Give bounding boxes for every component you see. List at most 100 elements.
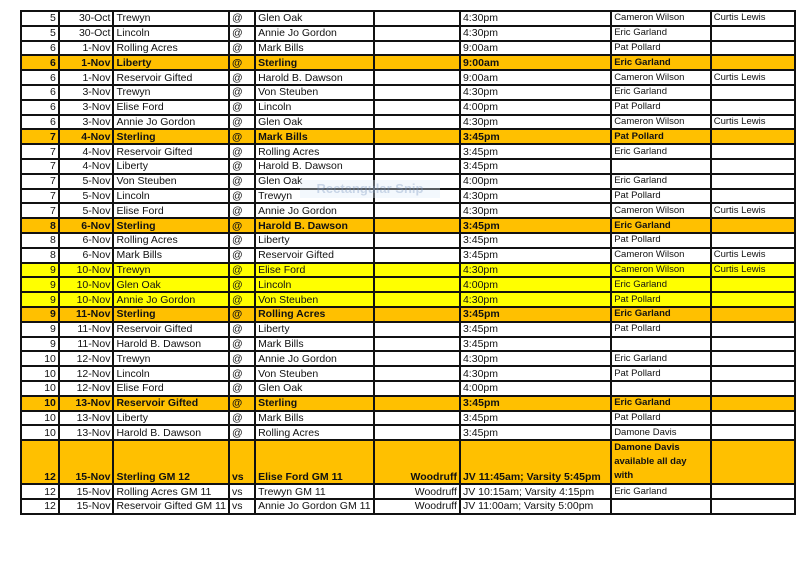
away-team-cell[interactable]: Von Steuben [254, 83, 375, 101]
location-cell[interactable] [372, 320, 461, 338]
date-cell[interactable]: 6-Nov [57, 217, 115, 234]
official-1-cell[interactable]: Eric Garland [610, 217, 712, 234]
date-cell[interactable]: 1-Nov [57, 54, 115, 72]
location-cell[interactable] [372, 261, 461, 279]
official-1-cell[interactable] [610, 497, 712, 515]
date-cell[interactable]: 11-Nov [57, 320, 115, 338]
week-cell[interactable]: 10 [20, 365, 60, 382]
date-cell[interactable]: 5-Nov [57, 172, 115, 190]
versus-cell[interactable]: @ [227, 335, 257, 353]
home-team-cell[interactable]: Liberty [112, 54, 230, 72]
week-cell[interactable]: 8 [20, 246, 60, 264]
week-cell[interactable]: 9 [20, 276, 60, 294]
date-cell[interactable]: 6-Nov [57, 231, 115, 249]
time-cell[interactable]: 4:30pm [458, 291, 613, 308]
location-cell[interactable] [372, 83, 461, 101]
date-cell[interactable]: 13-Nov [57, 424, 115, 442]
time-cell[interactable]: 3:45pm [458, 128, 613, 146]
versus-cell[interactable]: @ [227, 54, 257, 72]
versus-cell[interactable]: @ [227, 202, 257, 220]
home-team-cell[interactable]: Rolling Acres [112, 231, 230, 249]
week-cell[interactable]: 12 [20, 483, 60, 500]
official-2-cell[interactable] [709, 54, 796, 72]
away-team-cell[interactable]: Elise Ford GM 11 [254, 439, 375, 486]
time-cell[interactable]: JV 10:15am; Varsity 4:15pm [458, 483, 613, 500]
versus-cell[interactable]: @ [227, 39, 257, 57]
away-team-cell[interactable]: Liberty [254, 231, 375, 249]
time-cell[interactable]: 4:30pm [458, 10, 613, 27]
official-2-cell[interactable] [709, 379, 796, 397]
time-cell[interactable]: JV 11:45am; Varsity 5:45pm [458, 439, 613, 486]
location-cell[interactable] [372, 365, 461, 382]
week-cell[interactable]: 10 [20, 350, 60, 368]
time-cell[interactable]: 4:30pm [458, 202, 613, 220]
time-cell[interactable]: 4:00pm [458, 98, 613, 116]
week-cell[interactable]: 9 [20, 261, 60, 279]
versus-cell[interactable]: @ [227, 276, 257, 294]
versus-cell[interactable]: @ [227, 157, 257, 175]
location-cell[interactable] [372, 128, 461, 146]
location-cell[interactable] [372, 217, 461, 234]
official-2-cell[interactable]: Curtis Lewis [709, 69, 796, 86]
official-1-cell[interactable]: Eric Garland [610, 394, 712, 412]
location-cell[interactable] [372, 157, 461, 175]
official-1-cell[interactable]: Eric Garland [610, 54, 712, 72]
official-1-cell[interactable]: Damone Davis [610, 424, 712, 442]
date-cell[interactable]: 3-Nov [57, 83, 115, 101]
week-cell[interactable]: 10 [20, 409, 60, 427]
home-team-cell[interactable]: Reservoir Gifted [112, 69, 230, 86]
time-cell[interactable]: 3:45pm [458, 424, 613, 442]
home-team-cell[interactable]: Elise Ford [112, 98, 230, 116]
official-1-cell[interactable]: Eric Garland [610, 172, 712, 190]
date-cell[interactable]: 12-Nov [57, 379, 115, 397]
week-cell[interactable]: 9 [20, 305, 60, 323]
location-cell[interactable] [372, 54, 461, 72]
away-team-cell[interactable]: Glen Oak [254, 10, 375, 27]
official-2-cell[interactable]: Curtis Lewis [709, 10, 796, 27]
official-1-cell[interactable] [610, 157, 712, 175]
week-cell[interactable]: 6 [20, 113, 60, 131]
away-team-cell[interactable]: Lincoln [254, 98, 375, 116]
versus-cell[interactable]: @ [227, 69, 257, 86]
location-cell[interactable]: Woodruff [372, 497, 461, 515]
location-cell[interactable] [372, 424, 461, 442]
week-cell[interactable]: 10 [20, 379, 60, 397]
away-team-cell[interactable]: Harold B. Dawson [254, 217, 375, 234]
official-2-cell[interactable] [709, 187, 796, 205]
date-cell[interactable]: 4-Nov [57, 157, 115, 175]
week-cell[interactable]: 7 [20, 143, 60, 160]
location-cell[interactable] [372, 409, 461, 427]
versus-cell[interactable]: @ [227, 231, 257, 249]
date-cell[interactable]: 5-Nov [57, 202, 115, 220]
versus-cell[interactable]: @ [227, 320, 257, 338]
time-cell[interactable]: 3:45pm [458, 157, 613, 175]
time-cell[interactable]: 3:45pm [458, 305, 613, 323]
location-cell[interactable] [372, 335, 461, 353]
official-1-cell[interactable]: Cameron Wilson [610, 261, 712, 279]
away-team-cell[interactable]: Trewyn GM 11 [254, 483, 375, 500]
time-cell[interactable]: 4:30pm [458, 261, 613, 279]
time-cell[interactable]: 4:30pm [458, 187, 613, 205]
official-2-cell[interactable] [709, 217, 796, 234]
week-cell[interactable]: 7 [20, 202, 60, 220]
time-cell[interactable]: 4:00pm [458, 379, 613, 397]
away-team-cell[interactable]: Von Steuben [254, 291, 375, 308]
home-team-cell[interactable]: Lincoln [112, 187, 230, 205]
away-team-cell[interactable]: Harold B. Dawson [254, 69, 375, 86]
official-1-cell[interactable]: Eric Garland [610, 276, 712, 294]
official-2-cell[interactable] [709, 483, 796, 500]
official-2-cell[interactable] [709, 39, 796, 57]
time-cell[interactable]: 9:00am [458, 39, 613, 57]
home-team-cell[interactable]: Rolling Acres GM 11 [112, 483, 230, 500]
official-2-cell[interactable] [709, 157, 796, 175]
location-cell[interactable] [372, 202, 461, 220]
week-cell[interactable]: 7 [20, 187, 60, 205]
location-cell[interactable] [372, 291, 461, 308]
versus-cell[interactable]: @ [227, 217, 257, 234]
versus-cell[interactable]: @ [227, 113, 257, 131]
home-team-cell[interactable]: Elise Ford [112, 379, 230, 397]
home-team-cell[interactable]: Sterling [112, 305, 230, 323]
official-2-cell[interactable] [709, 439, 796, 486]
official-2-cell[interactable] [709, 128, 796, 146]
location-cell[interactable] [372, 69, 461, 86]
